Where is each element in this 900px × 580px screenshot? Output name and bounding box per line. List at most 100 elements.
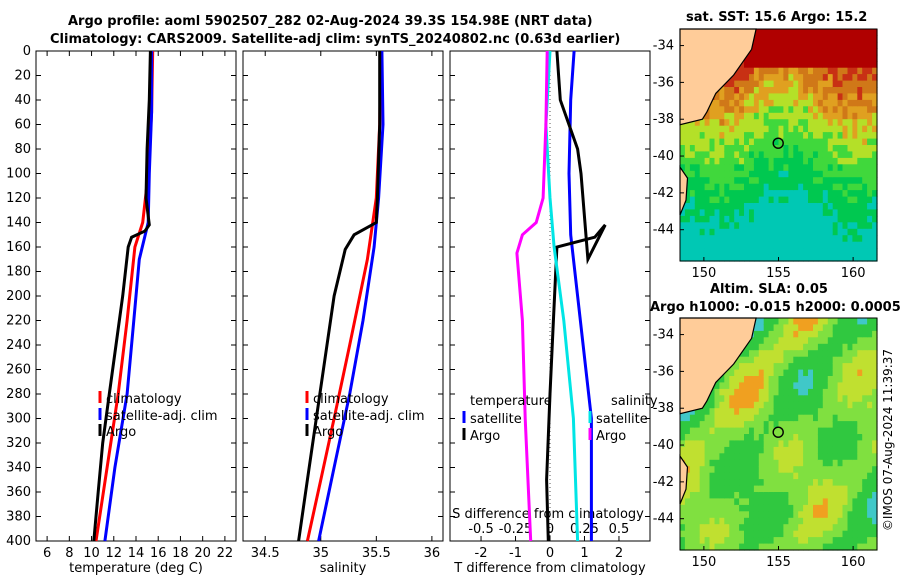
map-pixel xyxy=(783,459,789,467)
map-pixel xyxy=(793,54,799,62)
map-pixel xyxy=(803,421,809,429)
map-y-tick-label: -44 xyxy=(653,223,674,238)
map-pixel xyxy=(862,376,868,383)
map-pixel xyxy=(813,356,819,364)
map-pixel xyxy=(739,241,745,249)
map-pixel xyxy=(788,93,794,101)
map-pixel xyxy=(793,324,799,332)
map-pixel xyxy=(867,87,873,94)
map-pixel xyxy=(793,408,799,416)
map-pixel xyxy=(822,446,829,454)
map-pixel xyxy=(813,209,819,217)
map-pixel xyxy=(788,376,794,383)
map-pixel xyxy=(744,543,750,551)
map-pixel xyxy=(837,125,844,133)
map-pixel xyxy=(739,376,745,383)
map-pixel xyxy=(768,99,775,107)
map-pixel xyxy=(719,203,725,210)
map-pixel xyxy=(778,209,784,217)
map-pixel xyxy=(808,215,814,223)
map-pixel xyxy=(753,177,760,185)
map-pixel xyxy=(768,537,775,545)
map-pixel xyxy=(724,157,730,165)
map-pixel xyxy=(689,203,696,210)
map-pixel xyxy=(753,87,760,94)
map-pixel xyxy=(739,485,745,493)
map-pixel xyxy=(852,492,858,499)
map-pixel xyxy=(758,203,765,210)
map-pixel xyxy=(758,363,765,371)
map-pixel xyxy=(813,87,819,94)
map-pixel xyxy=(739,492,745,499)
map-pixel xyxy=(822,388,829,396)
map-pixel xyxy=(832,106,839,114)
map-pixel xyxy=(813,524,819,532)
x-axis-label: temperature (deg C) xyxy=(69,561,203,576)
map-pixel xyxy=(803,459,809,467)
map-pixel xyxy=(783,61,789,69)
map-pixel xyxy=(822,401,829,409)
map-pixel xyxy=(808,241,814,249)
map-pixel xyxy=(842,93,848,101)
map-pixel xyxy=(778,241,784,249)
map-pixel xyxy=(704,453,711,461)
map-pixel xyxy=(734,414,740,422)
map-pixel xyxy=(689,215,696,223)
map-pixel xyxy=(773,67,780,75)
map-pixel xyxy=(862,472,868,480)
map-pixel xyxy=(793,228,799,236)
map-pixel xyxy=(758,414,765,422)
map-pixel xyxy=(778,190,784,198)
map-pixel xyxy=(822,61,829,69)
map-pixel xyxy=(768,343,775,351)
map-pixel xyxy=(793,170,799,178)
map-pixel xyxy=(778,498,784,506)
map-pixel xyxy=(832,543,839,551)
map-pixel xyxy=(783,138,789,146)
map-pixel xyxy=(808,350,814,358)
map-pixel xyxy=(857,388,863,396)
map-pixel xyxy=(817,170,824,178)
map-pixel xyxy=(837,472,844,480)
map-pixel xyxy=(837,164,844,172)
map-pixel xyxy=(788,29,794,36)
map-pixel xyxy=(753,241,760,249)
map-pixel xyxy=(734,125,740,133)
map-pixel xyxy=(852,157,858,165)
map-pixel xyxy=(857,511,863,519)
map-pixel xyxy=(852,427,858,435)
map-pixel xyxy=(862,80,868,88)
map-pixel xyxy=(749,196,755,204)
map-pixel xyxy=(798,434,804,441)
map-pixel xyxy=(822,228,829,236)
map-pixel xyxy=(778,157,784,165)
map-pixel xyxy=(857,93,863,101)
s-tick-label: 0 xyxy=(546,522,554,537)
map-pixel xyxy=(788,248,794,256)
map-pixel xyxy=(842,215,848,223)
map-pixel xyxy=(862,99,868,107)
map-pixel xyxy=(753,235,760,243)
map-pixel xyxy=(714,99,720,107)
map-pixel xyxy=(852,151,858,159)
map-pixel xyxy=(783,209,789,217)
map-pixel xyxy=(699,222,706,230)
map-pixel xyxy=(714,248,720,256)
map-pixel xyxy=(813,498,819,506)
map-pixel xyxy=(684,215,691,223)
map-pixel xyxy=(842,203,848,210)
map-pixel xyxy=(719,388,725,396)
map-pixel xyxy=(798,408,804,416)
map-pixel xyxy=(719,93,725,101)
map-pixel xyxy=(694,440,701,448)
map-pixel xyxy=(817,106,824,114)
map-pixel xyxy=(778,485,784,493)
map-pixel xyxy=(867,440,873,448)
map-pixel xyxy=(778,376,784,383)
map-pixel xyxy=(867,492,873,499)
map-y-tick-label: -36 xyxy=(653,364,674,379)
map-pixel xyxy=(788,222,794,230)
map-pixel xyxy=(783,479,789,487)
map-pixel xyxy=(808,479,814,487)
map-pixel xyxy=(813,74,819,82)
